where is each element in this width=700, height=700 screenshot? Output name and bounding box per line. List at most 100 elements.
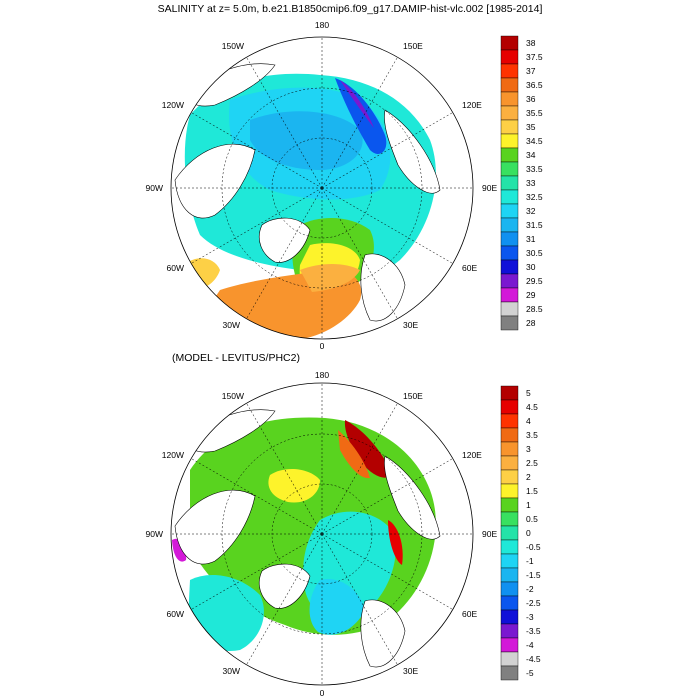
bottom-panel-colorbar-label: -4 xyxy=(526,640,534,650)
top-lon-label: 30E xyxy=(403,320,418,330)
top-panel-colorbar-label: 30 xyxy=(526,262,536,272)
top-colorbar: 38 37.5 37 36.5 36 35.5 35 34.5 34 33.5 33 32.5 32 31… xyxy=(500,35,543,331)
top-panel-colorbar-swatch xyxy=(500,245,519,261)
top-ocean-field-atlantic-gold xyxy=(300,264,360,292)
bottom-map-boundary xyxy=(170,382,474,686)
top-panel-colorbar-label: 37 xyxy=(526,66,536,76)
top-panel-colorbar-label: 36.5 xyxy=(526,80,543,90)
top-ocean-field-blue-mid xyxy=(250,111,363,170)
top-panel-colorbar-label: 35 xyxy=(526,122,536,132)
top-panel-colorbar-swatch xyxy=(500,315,519,331)
bottom-ocean-field-red-east-siberian xyxy=(344,420,392,478)
bottom-panel-colorbar-swatch xyxy=(500,385,519,401)
bottom-panel-colorbar-label: 0 xyxy=(526,528,531,538)
top-lon-label: 0 xyxy=(320,341,325,351)
top-panel-colorbar-label: 31.5 xyxy=(526,220,543,230)
bottom-panel-colorbar-swatch xyxy=(500,525,519,541)
bottom-panel-colorbar-swatch xyxy=(500,567,519,583)
top-panel-colorbar-swatch xyxy=(500,105,519,121)
top-panel-colorbar-swatch xyxy=(500,203,519,219)
top-map xyxy=(171,37,473,339)
top-panel: SALINITY at z= 5.0m, b.e21.B1850cmip6.f0… xyxy=(146,3,543,351)
bottom-panel-colorbar-label: 1.5 xyxy=(526,486,538,496)
top-land-scandinavia xyxy=(360,253,406,322)
bottom-lon-label: 30W xyxy=(223,666,240,676)
top-panel-colorbar-label: 29 xyxy=(526,290,536,300)
bottom-panel-colorbar-swatch xyxy=(500,483,519,499)
top-panel-colorbar-label: 30.5 xyxy=(526,248,543,258)
bottom-panel-colorbar-label: -2 xyxy=(526,584,534,594)
top-panel-colorbar-label: 36 xyxy=(526,94,536,104)
bottom-lon-label: 90E xyxy=(482,529,497,539)
top-panel-colorbar-label: 29.5 xyxy=(526,276,543,286)
bottom-lon-label: 60E xyxy=(462,609,477,619)
bottom-panel-colorbar-swatch xyxy=(500,427,519,443)
top-panel-colorbar-label: 32.5 xyxy=(526,192,543,202)
bottom-panel-colorbar-swatch xyxy=(500,609,519,625)
bottom-lon-label: 150E xyxy=(403,391,423,401)
bottom-panel-colorbar-swatch xyxy=(500,623,519,639)
bottom-ocean-field-yellow-beaufort xyxy=(268,468,320,503)
top-panel-colorbar-swatch xyxy=(500,77,519,93)
bottom-panel-colorbar-swatch xyxy=(500,553,519,569)
bottom-panel-colorbar-label: 0.5 xyxy=(526,514,538,524)
top-panel-colorbar-swatch xyxy=(500,91,519,107)
bottom-panel-colorbar-swatch xyxy=(500,497,519,513)
bottom-panel-colorbar-swatch xyxy=(500,413,519,429)
bottom-panel-colorbar-label: -3 xyxy=(526,612,534,622)
top-land-greenland xyxy=(258,217,311,263)
bottom-panel-colorbar-label: -1.5 xyxy=(526,570,541,580)
top-ocean-field-purple-east xyxy=(340,80,374,128)
top-panel-colorbar-label: 31 xyxy=(526,234,536,244)
top-panel-colorbar-label: 28.5 xyxy=(526,304,543,314)
bottom-lon-label: 60W xyxy=(167,609,184,619)
bottom-ocean-field-lightblue-atlantic xyxy=(309,579,365,635)
bottom-panel-colorbar-swatch xyxy=(500,539,519,555)
bottom-ocean-field-orange-east-siberian xyxy=(338,430,370,479)
top-land-canada xyxy=(174,143,256,219)
top-panel-colorbar-swatch xyxy=(500,147,519,163)
bottom-lon-label: 120W xyxy=(162,450,184,460)
top-panel-colorbar-label: 33.5 xyxy=(526,164,543,174)
top-lon-label: 120E xyxy=(462,100,482,110)
bottom-lon-label: 90W xyxy=(146,529,163,539)
top-ocean-field-deep-blue-east xyxy=(335,78,387,155)
top-panel-colorbar-swatch xyxy=(500,259,519,275)
top-panel-colorbar-swatch xyxy=(500,119,519,135)
top-panel-colorbar-swatch xyxy=(500,189,519,205)
bottom-panel-colorbar-label: -3.5 xyxy=(526,626,541,636)
bottom-panel-colorbar-swatch xyxy=(500,511,519,527)
top-lon-label: 150E xyxy=(403,41,423,51)
bottom-land-canada xyxy=(174,489,256,565)
bottom-panel-colorbar-swatch xyxy=(500,455,519,471)
bottom-land-siberia xyxy=(384,455,441,540)
bottom-panel-colorbar-label: 3.5 xyxy=(526,430,538,440)
top-panel-colorbar-label: 38 xyxy=(526,38,536,48)
bottom-panel-colorbar-label: 2 xyxy=(526,472,531,482)
bottom-panel-colorbar-swatch xyxy=(500,581,519,597)
bottom-panel-colorbar-label: 3 xyxy=(526,444,531,454)
bottom-graticule xyxy=(171,383,473,685)
top-panel-title: SALINITY at z= 5.0m, b.e21.B1850cmip6.f0… xyxy=(158,3,543,15)
top-panel-colorbar-swatch xyxy=(500,175,519,191)
bottom-panel-colorbar-swatch xyxy=(500,595,519,611)
top-panel-colorbar-label: 35.5 xyxy=(526,108,543,118)
top-map-boundary xyxy=(170,36,474,340)
top-panel-colorbar-swatch xyxy=(500,49,519,65)
bottom-panel-colorbar-label: -2.5 xyxy=(526,598,541,608)
bottom-panel-colorbar-swatch xyxy=(500,651,519,667)
bottom-map xyxy=(171,383,473,685)
top-panel-colorbar-swatch xyxy=(500,133,519,149)
top-panel-colorbar-label: 32 xyxy=(526,206,536,216)
bottom-panel-colorbar-label: 4 xyxy=(526,416,531,426)
bottom-panel-colorbar-label: -0.5 xyxy=(526,542,541,552)
top-panel-colorbar-swatch xyxy=(500,301,519,317)
bottom-panel-colorbar-label: 5 xyxy=(526,388,531,398)
top-lon-label: 60E xyxy=(462,263,477,273)
bottom-land-scandinavia xyxy=(360,599,406,668)
bottom-lon-label: 150W xyxy=(222,391,244,401)
top-lon-label: 90E xyxy=(482,183,497,193)
bottom-panel-colorbar-label: -1 xyxy=(526,556,534,566)
top-lon-label: 90W xyxy=(146,183,163,193)
